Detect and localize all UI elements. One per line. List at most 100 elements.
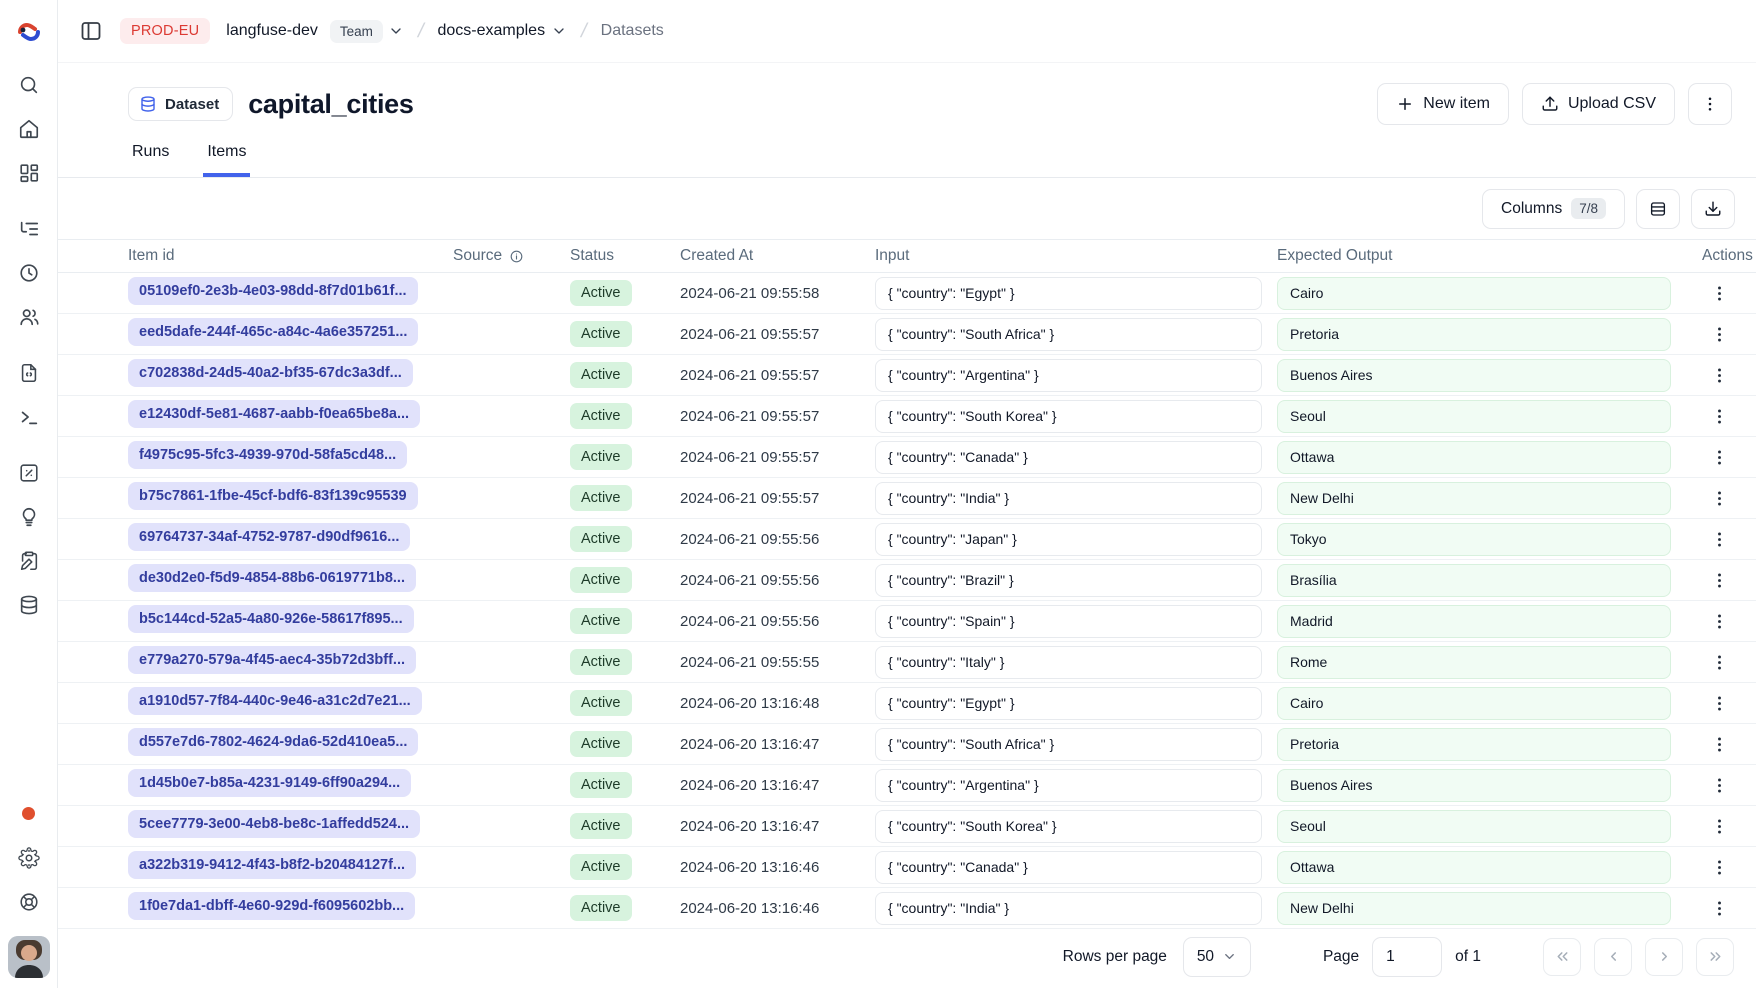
expected-output-value[interactable]: Tokyo (1277, 523, 1671, 556)
item-id-link[interactable]: e12430df-5e81-4687-aabb-f0ea65be8a... (128, 400, 420, 428)
row-actions-button[interactable] (1704, 893, 1734, 923)
item-id-link[interactable]: de30d2e0-f5d9-4854-88b6-0619771b8... (128, 564, 416, 592)
item-id-link[interactable]: d557e7d6-7802-4624-9da6-52d410ea5... (128, 728, 418, 756)
row-actions-button[interactable] (1704, 360, 1734, 390)
search-icon[interactable] (11, 68, 47, 102)
previous-page-button[interactable] (1594, 938, 1632, 976)
expected-output-value[interactable]: Ottawa (1277, 851, 1671, 884)
row-actions-button[interactable] (1704, 606, 1734, 636)
new-item-button[interactable]: New item (1377, 83, 1509, 125)
row-actions-button[interactable] (1704, 647, 1734, 677)
input-value[interactable]: { "country": "South Korea" } (875, 400, 1262, 433)
row-actions-button[interactable] (1704, 278, 1734, 308)
row-actions-button[interactable] (1704, 688, 1734, 718)
datasets-database-icon[interactable] (11, 588, 47, 622)
expected-output-value[interactable]: Cairo (1277, 687, 1671, 720)
expected-output-value[interactable]: Buenos Aires (1277, 359, 1671, 392)
row-actions-button[interactable] (1704, 442, 1734, 472)
col-header-status[interactable]: Status (570, 247, 680, 265)
expected-output-value[interactable]: Pretoria (1277, 318, 1671, 351)
tracing-icon[interactable] (11, 212, 47, 246)
next-page-button[interactable] (1645, 938, 1683, 976)
export-button[interactable] (1691, 189, 1735, 229)
expected-output-value[interactable]: New Delhi (1277, 482, 1671, 515)
item-id-link[interactable]: b75c7861-1fbe-45cf-bdf6-83f139c95539 (128, 482, 418, 510)
item-id-link[interactable]: 5cee7779-3e00-4eb8-be8c-1affedd524... (128, 810, 420, 838)
last-page-button[interactable] (1696, 938, 1734, 976)
prompts-icon[interactable] (11, 356, 47, 390)
input-value[interactable]: { "country": "Egypt" } (875, 277, 1262, 310)
row-height-button[interactable] (1636, 189, 1680, 229)
col-header-expected-output[interactable]: Expected Output (1277, 247, 1702, 265)
input-value[interactable]: { "country": "Egypt" } (875, 687, 1262, 720)
input-value[interactable]: { "country": "Argentina" } (875, 769, 1262, 802)
expected-output-value[interactable]: Ottawa (1277, 441, 1671, 474)
input-value[interactable]: { "country": "Japan" } (875, 523, 1262, 556)
sessions-clock-icon[interactable] (11, 256, 47, 290)
input-value[interactable]: { "country": "Italy" } (875, 646, 1262, 679)
row-actions-button[interactable] (1704, 852, 1734, 882)
input-value[interactable]: { "country": "India" } (875, 482, 1262, 515)
dashboard-icon[interactable] (11, 156, 47, 190)
row-actions-button[interactable] (1704, 729, 1734, 759)
row-actions-button[interactable] (1704, 319, 1734, 349)
item-id-link[interactable]: f4975c95-5fc3-4939-970d-58fa5cd48... (128, 441, 407, 469)
expected-output-value[interactable]: Brasília (1277, 564, 1671, 597)
insights-lightbulb-icon[interactable] (11, 500, 47, 534)
user-avatar[interactable] (8, 936, 50, 978)
columns-button[interactable]: Columns 7/8 (1482, 189, 1625, 229)
item-id-link[interactable]: 69764737-34af-4752-9787-d90df9616... (128, 523, 410, 551)
row-actions-button[interactable] (1704, 401, 1734, 431)
col-header-input[interactable]: Input (875, 247, 1277, 265)
page-more-actions-button[interactable] (1688, 83, 1732, 125)
item-id-link[interactable]: 1d45b0e7-b85a-4231-9149-6ff90a294... (128, 769, 411, 797)
upload-csv-button[interactable]: Upload CSV (1522, 83, 1675, 125)
input-value[interactable]: { "country": "India" } (875, 892, 1262, 925)
item-id-link[interactable]: c702838d-24d5-40a2-bf35-67dc3a3df... (128, 359, 413, 387)
item-id-link[interactable]: 1f0e7da1-dbff-4e60-929d-f6095602bb... (128, 892, 415, 920)
item-id-link[interactable]: e779a270-579a-4f45-aec4-35b72d3bff... (128, 646, 416, 674)
item-id-link[interactable]: a1910d57-7f84-440c-9e46-a31c2d7e21... (128, 687, 422, 715)
input-value[interactable]: { "country": "Brazil" } (875, 564, 1262, 597)
input-value[interactable]: { "country": "South Korea" } (875, 810, 1262, 843)
row-actions-button[interactable] (1704, 483, 1734, 513)
row-actions-button[interactable] (1704, 770, 1734, 800)
sidebar-toggle-icon[interactable] (74, 14, 108, 48)
rows-per-page-select[interactable]: 50 (1183, 937, 1251, 977)
tab-runs[interactable]: Runs (128, 143, 173, 177)
home-icon[interactable] (11, 112, 47, 146)
tab-items[interactable]: Items (203, 143, 250, 177)
evaluation-percent-icon[interactable] (11, 456, 47, 490)
row-actions-button[interactable] (1704, 565, 1734, 595)
col-header-source[interactable]: Source (453, 247, 570, 265)
row-actions-button[interactable] (1704, 811, 1734, 841)
expected-output-value[interactable]: Pretoria (1277, 728, 1671, 761)
playground-terminal-icon[interactable] (11, 400, 47, 434)
project-dropdown[interactable]: docs-examples (437, 22, 567, 40)
input-value[interactable]: { "country": "South Africa" } (875, 728, 1262, 761)
users-icon[interactable] (11, 300, 47, 334)
org-type-dropdown[interactable]: Team (330, 20, 404, 43)
page-number-input[interactable] (1372, 937, 1442, 977)
input-value[interactable]: { "country": "Spain" } (875, 605, 1262, 638)
input-value[interactable]: { "country": "Canada" } (875, 441, 1262, 474)
item-id-link[interactable]: 05109ef0-2e3b-4e03-98dd-8f7d01b61f... (128, 277, 418, 305)
input-value[interactable]: { "country": "South Africa" } (875, 318, 1262, 351)
settings-gear-icon[interactable] (11, 841, 47, 875)
expected-output-value[interactable]: Cairo (1277, 277, 1671, 310)
first-page-button[interactable] (1543, 938, 1581, 976)
col-header-item-id[interactable]: Item id (128, 247, 453, 265)
expected-output-value[interactable]: Buenos Aires (1277, 769, 1671, 802)
expected-output-value[interactable]: Seoul (1277, 400, 1671, 433)
col-header-created-at[interactable]: Created At (680, 247, 875, 265)
expected-output-value[interactable]: New Delhi (1277, 892, 1671, 925)
expected-output-value[interactable]: Seoul (1277, 810, 1671, 843)
expected-output-value[interactable]: Madrid (1277, 605, 1671, 638)
support-lifebuoy-icon[interactable] (11, 885, 47, 919)
item-id-link[interactable]: a322b319-9412-4f43-b8f2-b20484127f... (128, 851, 416, 879)
annotation-clipboard-pen-icon[interactable] (11, 544, 47, 578)
row-actions-button[interactable] (1704, 524, 1734, 554)
input-value[interactable]: { "country": "Canada" } (875, 851, 1262, 884)
expected-output-value[interactable]: Rome (1277, 646, 1671, 679)
item-id-link[interactable]: eed5dafe-244f-465c-a84c-4a6e357251... (128, 318, 418, 346)
